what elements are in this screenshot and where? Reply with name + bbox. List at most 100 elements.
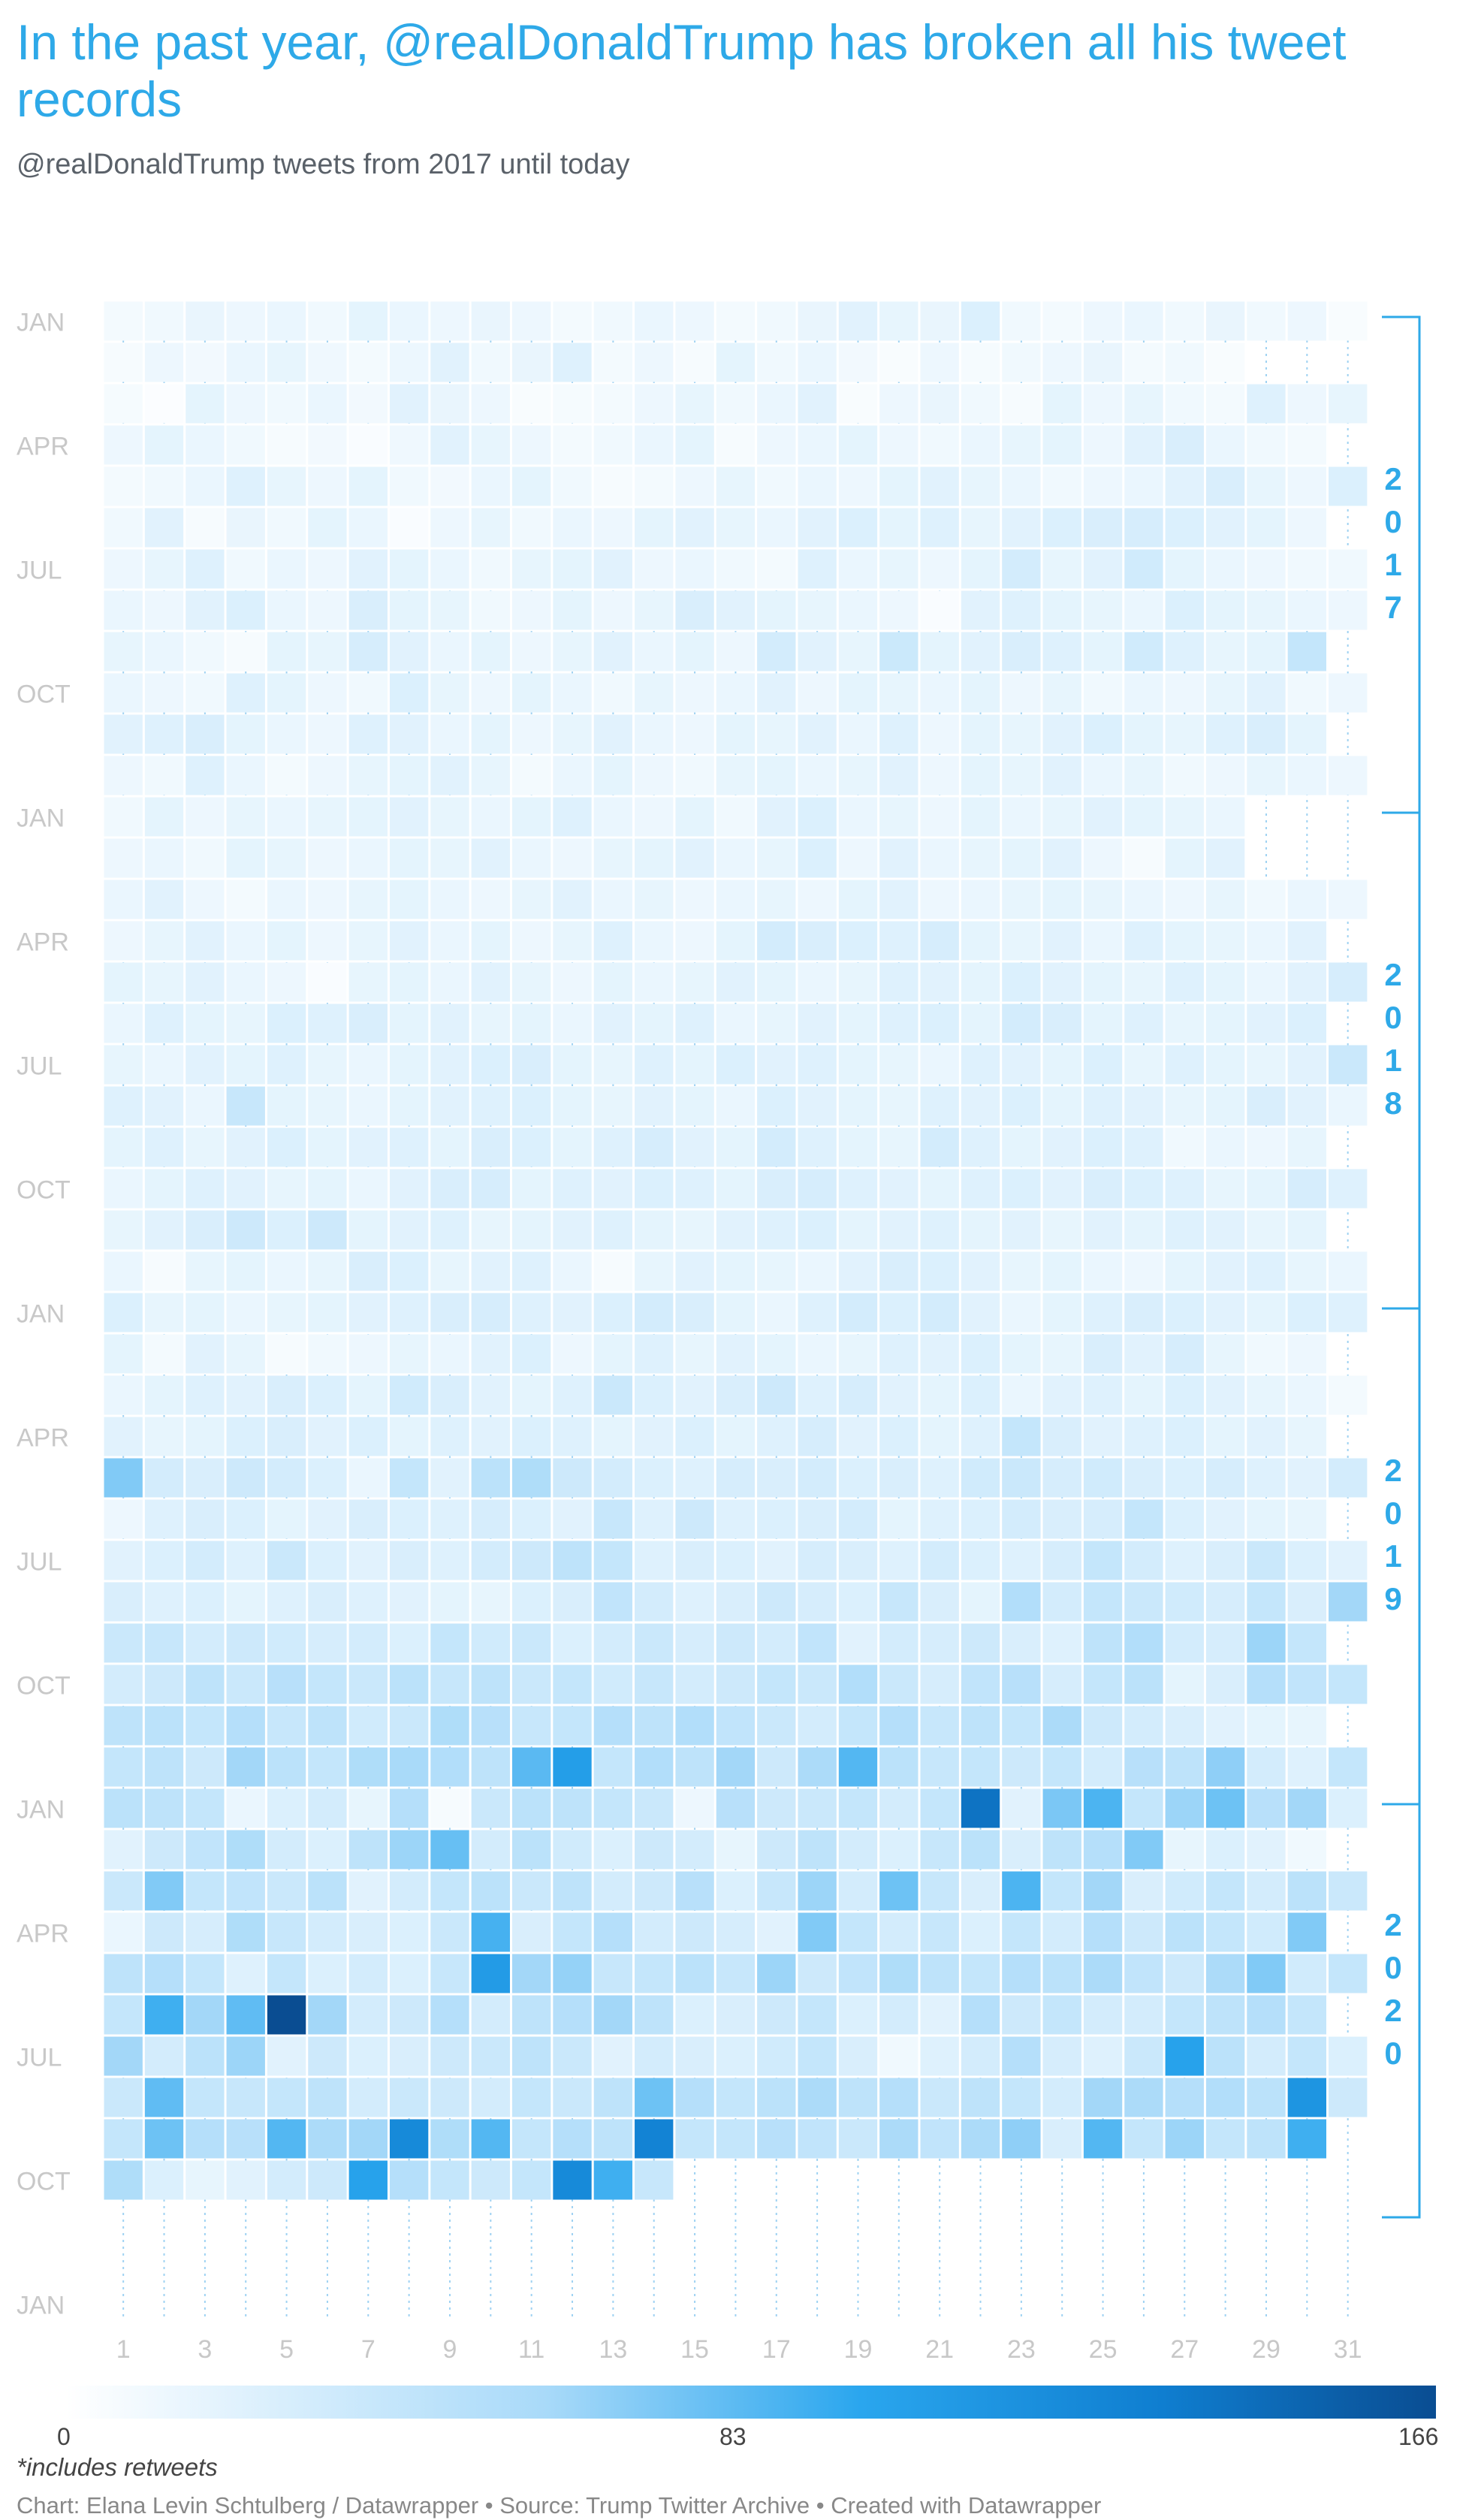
heatmap-cell bbox=[144, 1375, 184, 1415]
heatmap-cell bbox=[1042, 1871, 1081, 1911]
heatmap-cell bbox=[1165, 508, 1204, 548]
heatmap-cell bbox=[757, 1706, 796, 1746]
month-tick-label: JAN bbox=[17, 1796, 65, 1824]
heatmap-cell bbox=[1287, 1788, 1326, 1828]
heatmap-cell bbox=[308, 1293, 347, 1332]
heatmap-cell bbox=[1083, 1458, 1123, 1498]
heatmap-cell bbox=[1165, 1912, 1204, 1952]
heatmap-cell bbox=[920, 1747, 959, 1787]
heatmap-cell bbox=[838, 1169, 878, 1209]
day-tick-label: 23 bbox=[1007, 2335, 1036, 2364]
heatmap-cell bbox=[920, 1210, 959, 1250]
heatmap-cell bbox=[920, 962, 959, 1002]
heatmap-cell bbox=[838, 549, 878, 589]
heatmap-cell bbox=[675, 1499, 714, 1539]
heatmap-cell bbox=[512, 1003, 551, 1043]
heatmap-cell bbox=[389, 1086, 429, 1126]
heatmap-cell bbox=[389, 921, 429, 961]
heatmap-cell bbox=[1247, 962, 1286, 1002]
heatmap-cell bbox=[757, 1499, 796, 1539]
chart-subtitle: @realDonaldTrump tweets from 2017 until … bbox=[17, 149, 630, 180]
heatmap-cell bbox=[104, 1912, 143, 1952]
heatmap-cell bbox=[716, 1912, 756, 1952]
heatmap-cell bbox=[757, 1375, 796, 1415]
heatmap-cell bbox=[920, 1871, 959, 1911]
heatmap-cell bbox=[1165, 2036, 1204, 2076]
heatmap-cell bbox=[1329, 962, 1368, 1002]
heatmap-cell bbox=[1165, 1251, 1204, 1291]
heatmap-cell bbox=[226, 1003, 265, 1043]
heatmap-cell bbox=[879, 1912, 918, 1952]
heatmap-cell bbox=[553, 1127, 592, 1167]
heatmap-cell bbox=[838, 756, 878, 795]
heatmap-cell bbox=[716, 549, 756, 589]
heatmap-cell bbox=[757, 2078, 796, 2117]
heatmap-cell bbox=[1002, 921, 1041, 961]
heatmap-cell bbox=[389, 1251, 429, 1291]
heatmap-cell bbox=[512, 1375, 551, 1415]
heatmap-cell bbox=[308, 756, 347, 795]
heatmap-cell bbox=[553, 590, 592, 630]
heatmap-cell bbox=[593, 2160, 633, 2200]
heatmap-cell bbox=[104, 2036, 143, 2076]
heatmap-cell bbox=[1329, 1086, 1368, 1126]
heatmap-cell bbox=[1002, 1417, 1041, 1456]
heatmap-cell bbox=[1205, 1830, 1245, 1870]
heatmap-cell bbox=[186, 508, 225, 548]
heatmap-cell bbox=[879, 1251, 918, 1291]
heatmap-cell bbox=[1002, 714, 1041, 754]
heatmap-cell bbox=[226, 1582, 265, 1622]
heatmap-cell bbox=[1002, 1293, 1041, 1332]
heatmap-cell bbox=[675, 2078, 714, 2117]
heatmap-cell bbox=[1247, 1582, 1286, 1622]
heatmap-cell bbox=[879, 1499, 918, 1539]
heatmap-cell bbox=[1042, 590, 1081, 630]
heatmap-cell bbox=[104, 466, 143, 506]
heatmap-cell bbox=[635, 1293, 674, 1332]
heatmap-cell bbox=[798, 2119, 837, 2159]
heatmap-cell bbox=[1083, 590, 1123, 630]
heatmap-cell bbox=[1287, 1334, 1326, 1374]
heatmap-cell bbox=[308, 1995, 347, 2035]
legend-mid-label: 83 bbox=[719, 2423, 747, 2450]
heatmap-cell bbox=[308, 1210, 347, 1250]
heatmap-cell bbox=[186, 1499, 225, 1539]
heatmap-cell bbox=[879, 756, 918, 795]
heatmap-cell bbox=[308, 1541, 347, 1580]
heatmap-cell bbox=[716, 1830, 756, 1870]
heatmap-cell bbox=[1083, 1293, 1123, 1332]
heatmap-cell bbox=[348, 384, 388, 424]
heatmap-cell bbox=[838, 508, 878, 548]
heatmap-cell bbox=[389, 425, 429, 465]
heatmap-cell bbox=[267, 1210, 306, 1250]
heatmap-cell bbox=[879, 1210, 918, 1250]
heatmap-cell bbox=[1083, 1541, 1123, 1580]
heatmap-cell bbox=[1247, 508, 1286, 548]
heatmap-cell bbox=[1287, 1830, 1326, 1870]
heatmap-cell bbox=[675, 1788, 714, 1828]
heatmap-cell bbox=[430, 425, 469, 465]
heatmap-cell bbox=[1329, 2036, 1368, 2076]
heatmap-cell bbox=[961, 714, 1000, 754]
heatmap-cell bbox=[348, 1912, 388, 1952]
heatmap-cell bbox=[675, 714, 714, 754]
heatmap-cell bbox=[512, 1086, 551, 1126]
heatmap-cell bbox=[186, 1334, 225, 1374]
heatmap-cell bbox=[104, 1747, 143, 1787]
heatmap-cell bbox=[1247, 1499, 1286, 1539]
heatmap-cell bbox=[553, 1045, 592, 1085]
heatmap-cell bbox=[1247, 1334, 1286, 1374]
heatmap-cell bbox=[471, 1623, 510, 1663]
heatmap-cell bbox=[675, 797, 714, 837]
heatmap-cell bbox=[1002, 508, 1041, 548]
heatmap-cell bbox=[593, 756, 633, 795]
heatmap-cell bbox=[104, 1334, 143, 1374]
heatmap-cell bbox=[104, 2078, 143, 2117]
heatmap-cell bbox=[1165, 921, 1204, 961]
heatmap-cell bbox=[267, 384, 306, 424]
heatmap-cell bbox=[1083, 1788, 1123, 1828]
heatmap-cell bbox=[1287, 1954, 1326, 1993]
heatmap-cell bbox=[471, 962, 510, 1002]
heatmap-cell bbox=[716, 1293, 756, 1332]
heatmap-cell bbox=[757, 1127, 796, 1167]
